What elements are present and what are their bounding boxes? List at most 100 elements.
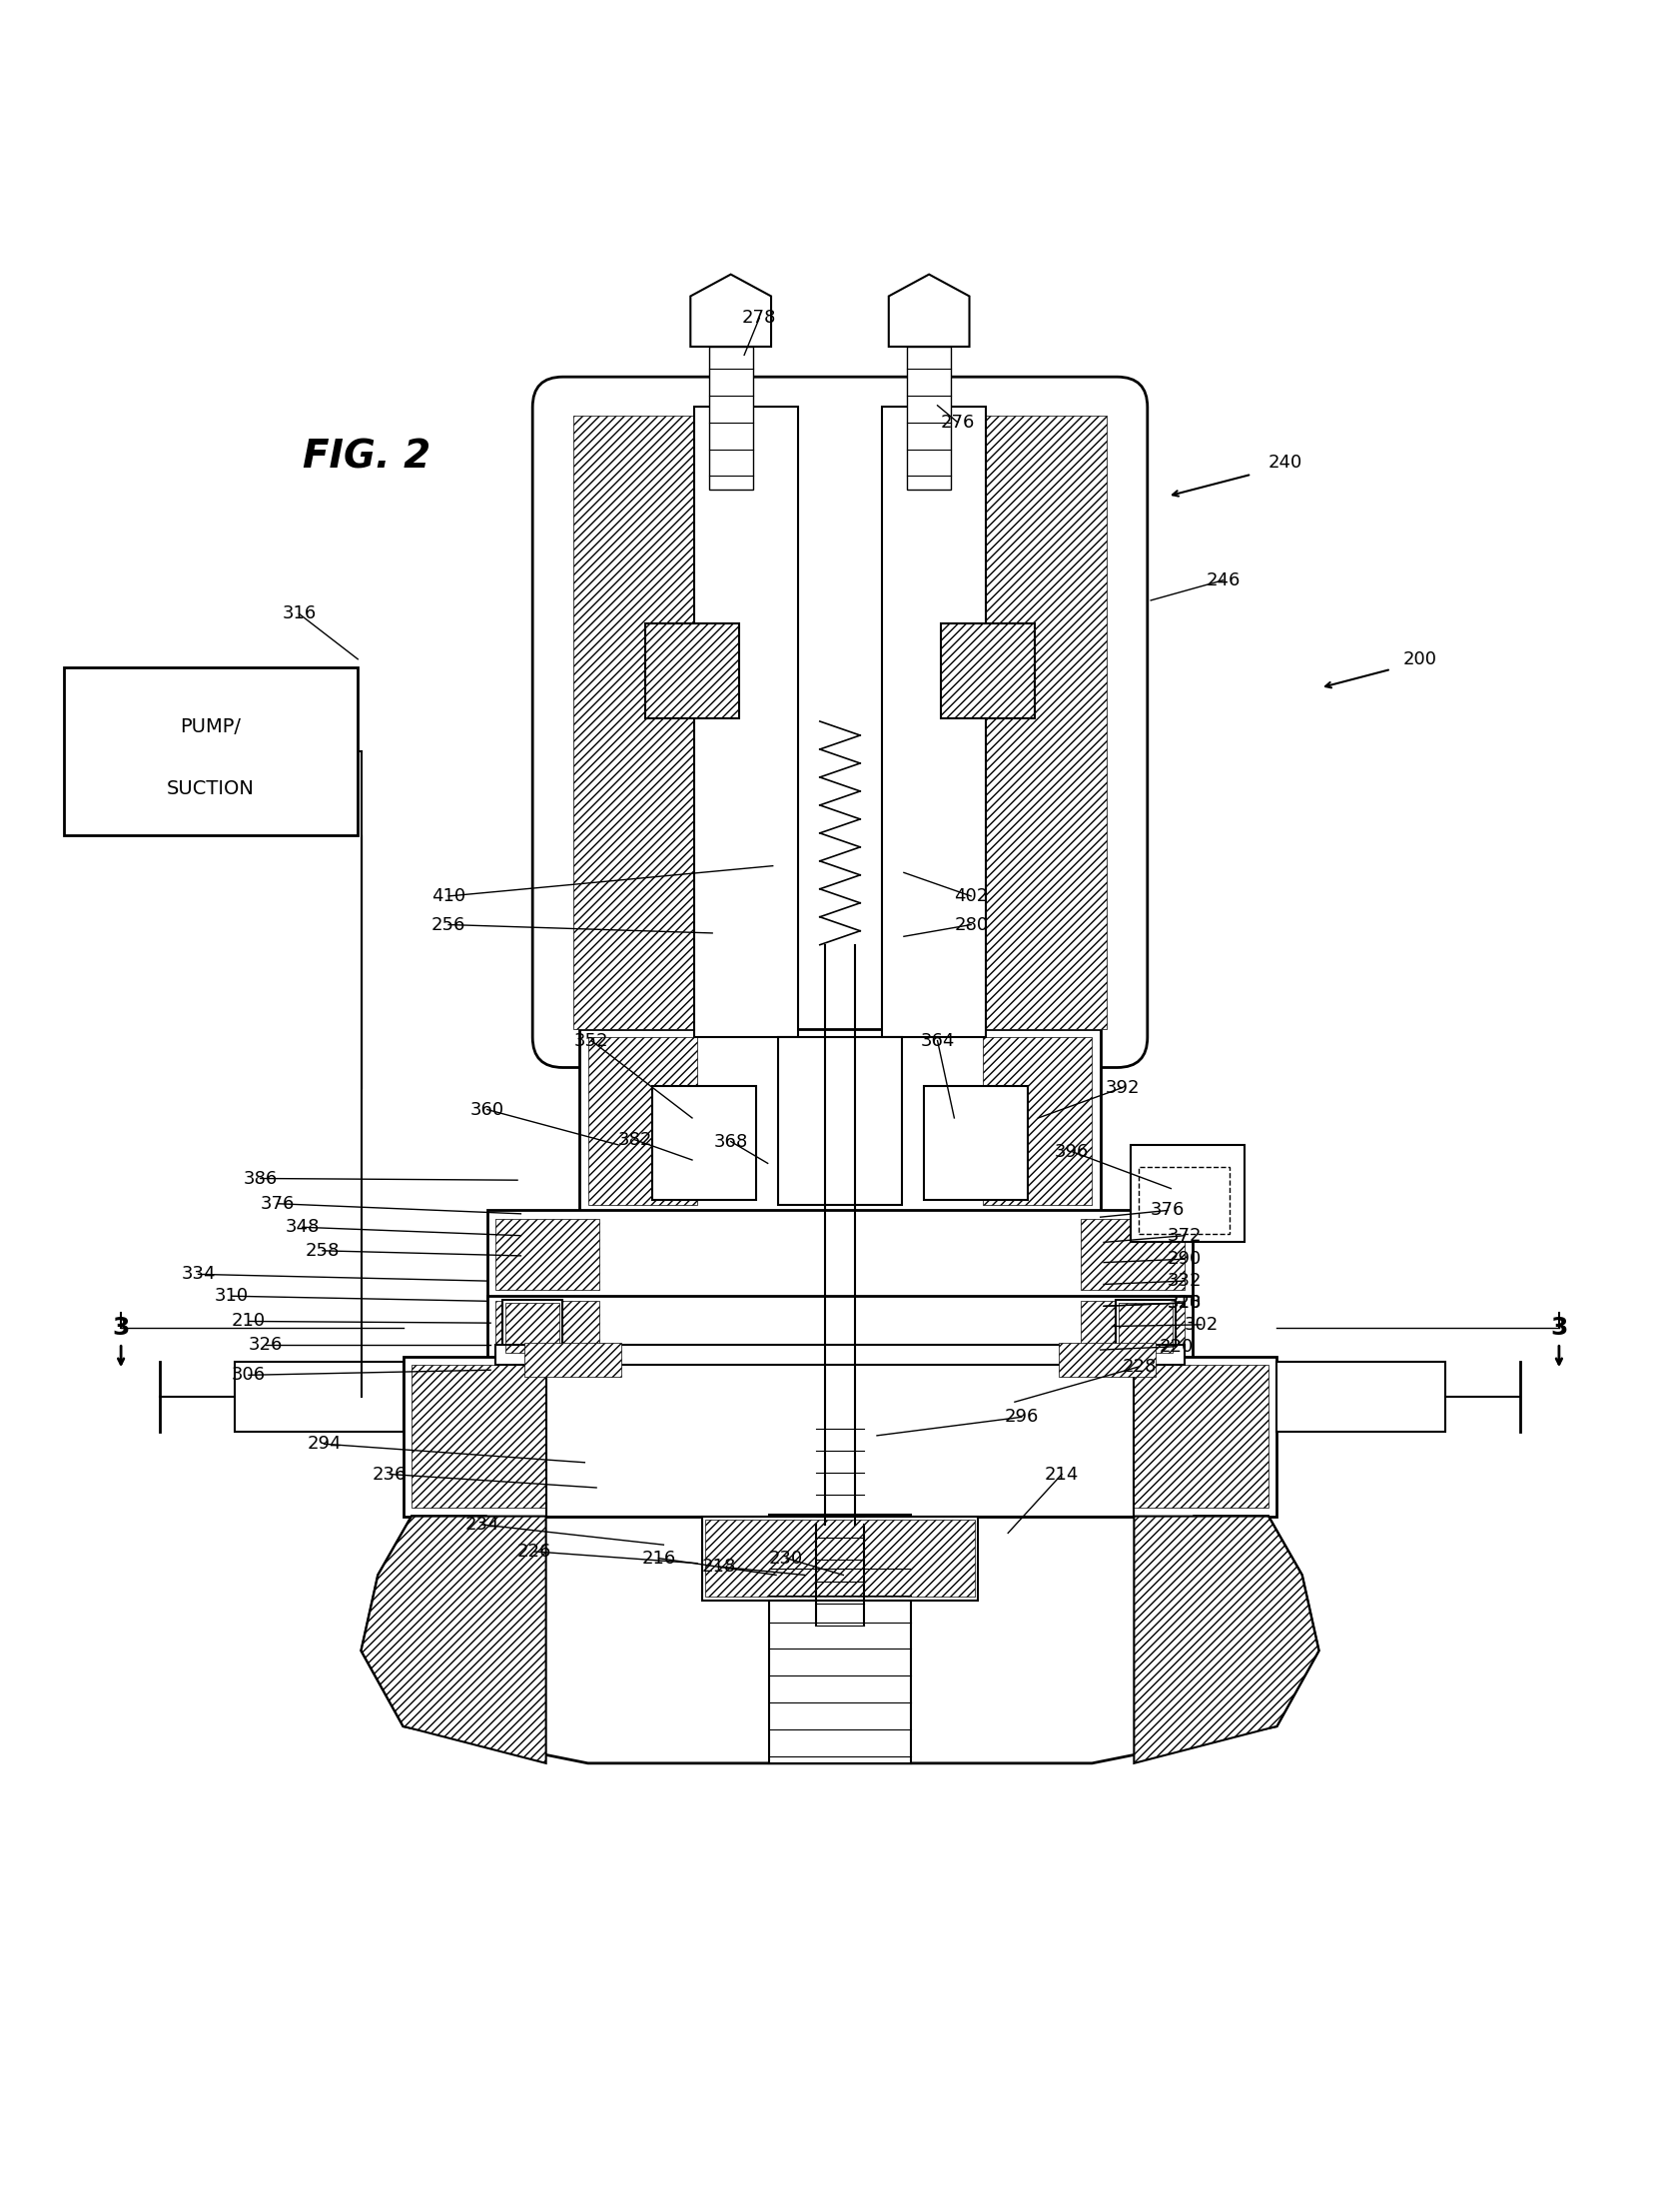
Text: 276: 276 bbox=[941, 413, 974, 431]
Bar bbox=[487, 1297, 1193, 1361]
Polygon shape bbox=[690, 274, 771, 347]
Bar bbox=[941, 623, 1035, 718]
Text: 3: 3 bbox=[113, 1317, 129, 1341]
Bar bbox=[986, 415, 1107, 1029]
Text: 316: 316 bbox=[282, 605, 316, 623]
Bar bbox=[1119, 1303, 1173, 1354]
Bar bbox=[694, 406, 798, 1038]
Text: 386: 386 bbox=[244, 1169, 277, 1188]
Bar bbox=[706, 1520, 974, 1597]
Text: 234: 234 bbox=[465, 1515, 499, 1533]
Bar bbox=[645, 623, 739, 718]
Text: FIG. 2: FIG. 2 bbox=[302, 440, 430, 477]
Text: 230: 230 bbox=[769, 1549, 803, 1566]
Text: 302: 302 bbox=[1184, 1317, 1218, 1334]
Bar bbox=[506, 1303, 559, 1354]
Bar bbox=[588, 1038, 697, 1206]
Bar bbox=[652, 1087, 756, 1199]
Polygon shape bbox=[1134, 1515, 1319, 1763]
Text: 218: 218 bbox=[702, 1557, 736, 1575]
Bar bbox=[524, 1343, 622, 1376]
Text: 376: 376 bbox=[1151, 1202, 1184, 1219]
Text: 214: 214 bbox=[1045, 1465, 1079, 1482]
Bar bbox=[769, 1515, 911, 1763]
Bar bbox=[1058, 1343, 1156, 1376]
Text: 372: 372 bbox=[1168, 1226, 1201, 1244]
Bar bbox=[645, 623, 739, 718]
Text: 210: 210 bbox=[232, 1312, 265, 1330]
Bar bbox=[1080, 1219, 1184, 1290]
Bar bbox=[403, 1356, 1277, 1515]
Bar bbox=[487, 1211, 1193, 1297]
Bar bbox=[1058, 1343, 1156, 1376]
Text: 294: 294 bbox=[307, 1436, 341, 1454]
Text: 392: 392 bbox=[1105, 1078, 1139, 1096]
Bar bbox=[546, 1356, 1134, 1515]
Bar bbox=[1080, 1301, 1184, 1354]
Bar bbox=[496, 1219, 600, 1290]
Text: 226: 226 bbox=[517, 1542, 551, 1560]
Bar bbox=[645, 623, 739, 718]
FancyBboxPatch shape bbox=[533, 378, 1147, 1067]
Bar bbox=[941, 623, 1035, 718]
Bar bbox=[702, 1515, 978, 1599]
Text: 368: 368 bbox=[714, 1133, 748, 1151]
Bar bbox=[1119, 1303, 1173, 1354]
Text: 396: 396 bbox=[1055, 1142, 1089, 1160]
Polygon shape bbox=[361, 1515, 546, 1763]
Bar bbox=[496, 1301, 600, 1354]
Bar bbox=[573, 415, 694, 1029]
Text: 290: 290 bbox=[1168, 1250, 1201, 1268]
Text: 258: 258 bbox=[306, 1241, 339, 1259]
Bar bbox=[778, 1038, 902, 1206]
Text: 236: 236 bbox=[373, 1465, 407, 1482]
Text: 402: 402 bbox=[954, 888, 988, 906]
Bar bbox=[709, 347, 753, 490]
Text: 3: 3 bbox=[1551, 1317, 1567, 1341]
Text: 360: 360 bbox=[470, 1100, 504, 1118]
Bar bbox=[235, 1361, 403, 1431]
Text: 352: 352 bbox=[575, 1032, 608, 1049]
Text: 278: 278 bbox=[743, 309, 776, 327]
Bar bbox=[1131, 1144, 1245, 1241]
Bar bbox=[1134, 1365, 1268, 1509]
Bar bbox=[524, 1343, 622, 1376]
Text: 332: 332 bbox=[1168, 1272, 1201, 1290]
Bar bbox=[412, 1365, 546, 1509]
Bar bbox=[502, 1299, 563, 1356]
Text: 410: 410 bbox=[432, 888, 465, 906]
Text: 216: 216 bbox=[642, 1549, 675, 1566]
Bar bbox=[506, 1303, 559, 1354]
Bar bbox=[496, 1345, 1184, 1365]
Text: 200: 200 bbox=[1403, 649, 1436, 667]
Text: 334: 334 bbox=[181, 1266, 215, 1283]
Bar bbox=[907, 347, 951, 490]
Text: 240: 240 bbox=[1268, 453, 1302, 471]
Bar bbox=[882, 406, 986, 1038]
Text: PUMP/: PUMP/ bbox=[180, 718, 242, 736]
Bar bbox=[983, 1038, 1092, 1206]
Text: 348: 348 bbox=[286, 1217, 319, 1237]
Bar bbox=[1139, 1166, 1230, 1235]
Text: 306: 306 bbox=[232, 1365, 265, 1385]
Text: 364: 364 bbox=[921, 1032, 954, 1049]
Text: 310: 310 bbox=[1168, 1294, 1201, 1312]
Text: SUCTION: SUCTION bbox=[166, 780, 255, 797]
Text: 382: 382 bbox=[618, 1131, 652, 1149]
Bar bbox=[64, 667, 358, 835]
Bar bbox=[941, 623, 1035, 718]
Text: 328: 328 bbox=[1168, 1294, 1201, 1312]
Text: 246: 246 bbox=[1206, 572, 1240, 590]
Polygon shape bbox=[889, 274, 969, 347]
Text: 296: 296 bbox=[1005, 1407, 1038, 1427]
Bar bbox=[1116, 1299, 1176, 1356]
Text: 310: 310 bbox=[215, 1288, 249, 1306]
Text: 326: 326 bbox=[249, 1336, 282, 1354]
Text: 280: 280 bbox=[954, 917, 988, 934]
Bar bbox=[580, 1029, 1100, 1213]
Text: 228: 228 bbox=[1122, 1359, 1156, 1376]
Text: 256: 256 bbox=[432, 917, 465, 934]
Text: 220: 220 bbox=[1159, 1336, 1193, 1356]
Bar bbox=[706, 1520, 974, 1597]
Bar bbox=[924, 1087, 1028, 1199]
